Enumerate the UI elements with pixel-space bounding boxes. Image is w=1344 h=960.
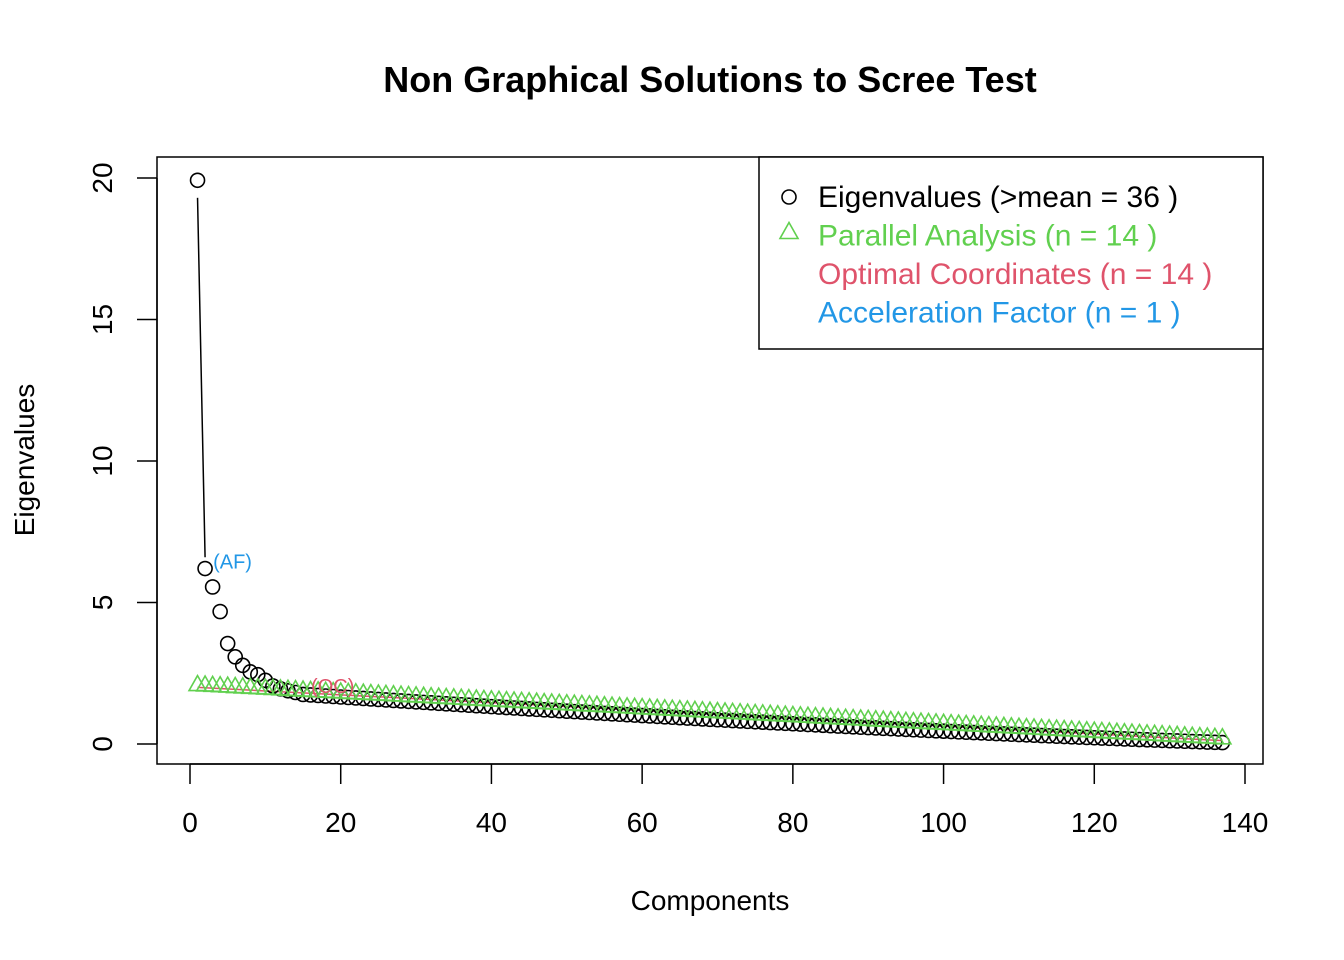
legend-entry: Eigenvalues (>mean = 36 ) [818, 181, 1178, 214]
eigenvalue-point [769, 715, 786, 731]
eigenvalue-point [958, 724, 974, 741]
eigenvalue-point [800, 716, 816, 733]
eigenvalue-point [875, 720, 892, 737]
y-tick-label: 0 [87, 736, 118, 752]
annotation-label: (OC) [311, 676, 354, 698]
eigenvalue-point [928, 723, 944, 739]
eigenvalue-point [227, 649, 244, 665]
acceleration-factor-line [196, 197, 206, 558]
eigenvalue-point [837, 718, 854, 735]
eigenvalue-point [973, 725, 990, 741]
x-tick-label: 100 [920, 807, 967, 838]
eigenvalue-point [920, 722, 937, 739]
y-tick-label: 5 [87, 595, 118, 611]
eigenvalue-point [890, 721, 907, 737]
eigenvalue-point [807, 717, 824, 733]
eigenvalue-point [664, 709, 681, 726]
eigenvalue-point [732, 713, 748, 729]
eigenvalue-point [739, 713, 756, 730]
eigenvalue-point [641, 708, 658, 724]
eigenvalue-point [679, 710, 696, 726]
chart-title: Non Graphical Solutions to Scree Test [383, 59, 1036, 100]
eigenvalue-point [762, 714, 779, 731]
eigenvalue-point [815, 717, 831, 734]
eigenvalue-point [649, 708, 666, 725]
eigenvalue-point [935, 723, 952, 739]
eigenvalue-point [280, 682, 296, 699]
eigenvalue-point [822, 717, 839, 734]
eigenvalue-point [589, 705, 605, 721]
x-axis-label: Components [631, 885, 790, 916]
legend-entry: Acceleration Factor (n = 1 ) [818, 297, 1181, 330]
eigenvalue-point [687, 710, 703, 727]
y-tick-label: 15 [87, 304, 118, 335]
x-tick-label: 140 [1222, 807, 1269, 838]
x-tick-label: 0 [182, 807, 198, 838]
eigenvalue-point [792, 716, 809, 732]
eigenvalue-point [724, 712, 741, 729]
eigenvalue-point [845, 719, 861, 735]
eigenvalue-point [702, 711, 718, 728]
y-tick-label: 10 [87, 445, 118, 476]
eigenvalue-point [898, 721, 914, 738]
eigenvalue-point [626, 707, 643, 723]
eigenvalue-point [619, 706, 635, 723]
eigenvalue-point [883, 720, 899, 737]
eigenvalue-point [950, 724, 967, 740]
eigenvalue-point [581, 704, 598, 721]
eigenvalue-point [656, 709, 673, 725]
eigenvalue-point [212, 603, 228, 620]
x-axis: 0 20 40 60 80 100 120 140 [182, 763, 1269, 838]
eigenvalue-point [913, 722, 929, 738]
data-points [187, 172, 1233, 751]
eigenvalue-point [754, 714, 771, 730]
eigenvalue-point [717, 712, 733, 728]
legend-entry: Parallel Analysis (n = 14 ) [818, 220, 1157, 253]
x-tick-label: 80 [777, 807, 808, 838]
legend-box [758, 156, 1264, 350]
eigenvalue-point [867, 720, 884, 736]
eigenvalue-point [604, 706, 620, 722]
eigenvalue-point [219, 635, 236, 652]
eigenvalue-point [747, 713, 763, 730]
x-tick-label: 20 [325, 807, 356, 838]
eigenvalue-point [204, 579, 221, 595]
x-tick-label: 60 [627, 807, 658, 838]
legend-entry: Optimal Coordinates (n = 14 ) [818, 258, 1212, 291]
x-tick-label: 40 [476, 807, 507, 838]
eigenvalue-point [905, 721, 922, 738]
legend-circle-marker [781, 189, 797, 205]
eigenvalue-point [830, 718, 846, 734]
eigenvalue-point [197, 560, 213, 577]
eigenvalue-point [980, 725, 997, 742]
eigenvalue-point [694, 711, 711, 727]
annotation-label: (AF) [213, 552, 252, 574]
eigenvalue-point [852, 719, 869, 735]
eigenvalue-point [596, 705, 613, 722]
y-axis: 0 5 10 15 20 [87, 162, 158, 752]
eigenvalue-point [189, 172, 206, 189]
x-tick-label: 120 [1071, 807, 1118, 838]
legend: Eigenvalues (>mean = 36 ) Parallel Analys… [758, 156, 1264, 350]
eigenvalue-point [672, 709, 688, 726]
eigenvalue-point [943, 723, 959, 740]
legend-triangle-marker [778, 220, 800, 240]
eigenvalue-point [860, 719, 877, 736]
y-axis-label: Eigenvalues [9, 384, 40, 537]
annotations: (AF) (OC) [213, 552, 354, 699]
parallel-analysis-point [1212, 727, 1233, 745]
eigenvalue-point [777, 715, 794, 732]
eigenvalue-point [785, 715, 801, 732]
eigenvalue-point [634, 707, 650, 724]
eigenvalue-point [709, 711, 726, 728]
eigenvalue-point [965, 724, 982, 741]
y-tick-label: 20 [87, 162, 118, 193]
eigenvalue-point [611, 706, 628, 723]
